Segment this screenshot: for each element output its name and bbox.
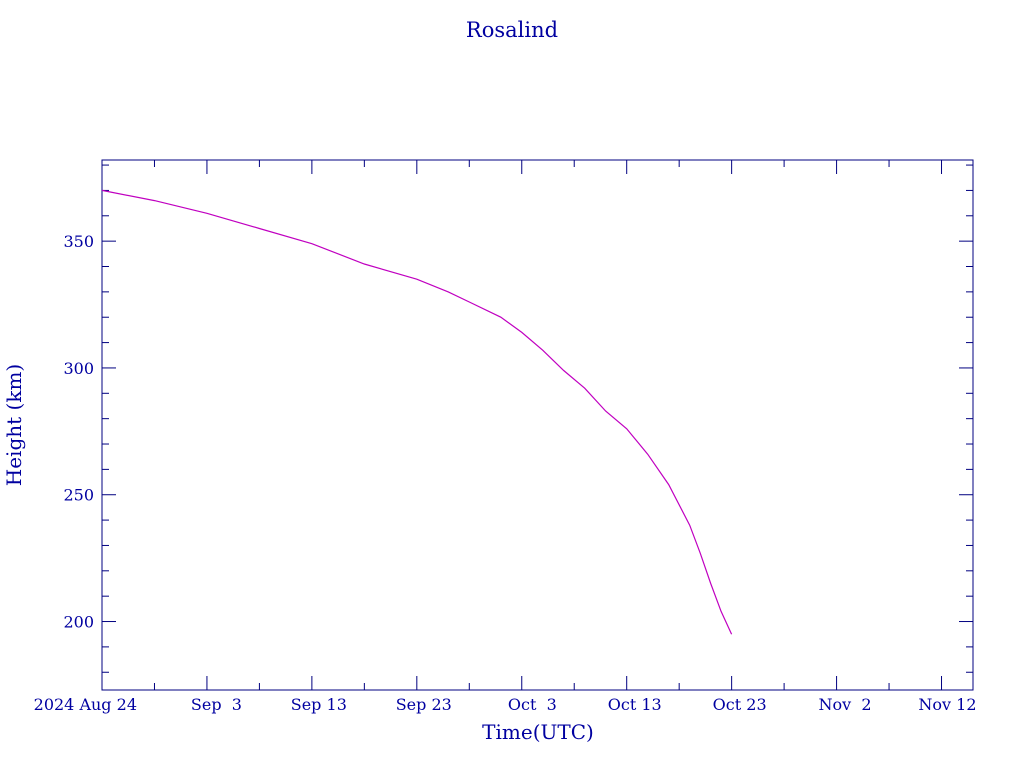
x-tick-label: Oct 23 bbox=[713, 695, 767, 714]
y-tick-label: 350 bbox=[63, 232, 94, 251]
x-tick-label: Sep 23 bbox=[396, 695, 452, 714]
x-tick-label: Sep 3 bbox=[191, 695, 242, 714]
y-tick-labels: 200 250 300 350 bbox=[63, 232, 94, 631]
x-tick-label: 2024 Aug 24 bbox=[34, 695, 137, 714]
x-tick-label: Oct 3 bbox=[508, 695, 557, 714]
tick-marks bbox=[101, 160, 973, 690]
x-axis-label: Time(UTC) bbox=[482, 720, 594, 744]
x-tick-labels: 2024 Aug 24 Sep 3 Sep 13 Sep 23 Oct 3 Oct 13 O… bbox=[34, 695, 977, 714]
plot-frame bbox=[101, 159, 974, 691]
y-axis-label: Height (km) bbox=[2, 364, 26, 486]
x-tick-label: Nov 2 bbox=[819, 695, 872, 714]
y-tick-label: 300 bbox=[63, 359, 94, 378]
y-tick-label: 200 bbox=[63, 613, 94, 632]
y-tick-label: 250 bbox=[63, 486, 94, 505]
x-tick-label: Nov 12 bbox=[918, 695, 976, 714]
x-tick-label: Oct 13 bbox=[608, 695, 662, 714]
chart-title: Rosalind bbox=[466, 18, 558, 42]
x-tick-label: Sep 13 bbox=[291, 695, 347, 714]
height-series-line bbox=[101, 189, 733, 635]
